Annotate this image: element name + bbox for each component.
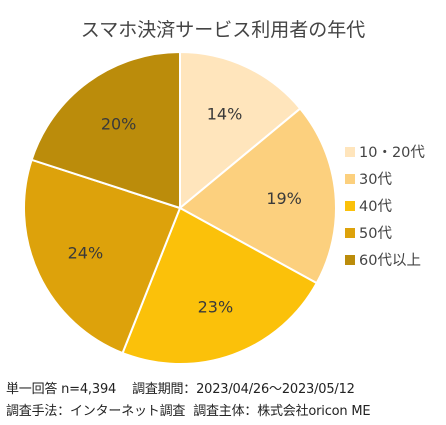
- legend-label: 10・20代: [359, 144, 425, 161]
- footnote-line-2: 調査手法：インターネット調査 調査主体：株式会社oricon ME: [6, 400, 371, 419]
- legend: 10・20代 30代 40代 50代 60代以上: [345, 144, 425, 269]
- slice-value-label: 24%: [68, 244, 104, 263]
- legend-label: 50代: [359, 225, 392, 242]
- survey-method-note: 調査手法：インターネット調査: [6, 404, 186, 419]
- pie-slice: [30, 50, 181, 210]
- pie-slice: [121, 206, 319, 365]
- legend-item: 30代: [345, 171, 392, 188]
- survey-period-note: 調査期間：2023/04/26～2023/05/12: [132, 382, 355, 397]
- sample-size-note: 単一回答 n=4,394: [6, 382, 117, 397]
- pie-slice: [23, 158, 182, 355]
- slice-labels: 14% 19% 23% 24% 20%: [68, 104, 302, 316]
- slice-value-label: 20%: [101, 114, 137, 133]
- slice-value-label: 23%: [198, 297, 234, 316]
- legend-item: 50代: [345, 225, 392, 242]
- pie-slice: [178, 107, 337, 285]
- survey-sponsor-note: 調査主体：株式会社oricon ME: [193, 404, 371, 419]
- chart-title: スマホ決済サービス利用者の年代: [81, 19, 365, 41]
- legend-swatch: [345, 174, 355, 184]
- legend-item: 10・20代: [345, 144, 425, 161]
- legend-label: 60代以上: [359, 252, 421, 269]
- legend-swatch: [345, 147, 355, 157]
- legend-label: 40代: [359, 198, 392, 215]
- pie-slices: [23, 50, 337, 365]
- legend-swatch: [345, 255, 355, 265]
- footnote-line-1: 単一回答 n=4,394 調査期間：2023/04/26～2023/05/12: [6, 378, 355, 397]
- legend-item: 60代以上: [345, 252, 421, 269]
- slice-value-label: 14%: [207, 104, 243, 123]
- legend-swatch: [345, 228, 355, 238]
- legend-item: 40代: [345, 198, 392, 215]
- legend-label: 30代: [359, 171, 392, 188]
- slice-value-label: 19%: [266, 189, 302, 208]
- pie-chart: スマホ決済サービス利用者の年代 14% 19% 23% 24% 20% 10・20代 30…: [23, 19, 425, 365]
- legend-swatch: [345, 201, 355, 211]
- pie-slice: [179, 50, 302, 211]
